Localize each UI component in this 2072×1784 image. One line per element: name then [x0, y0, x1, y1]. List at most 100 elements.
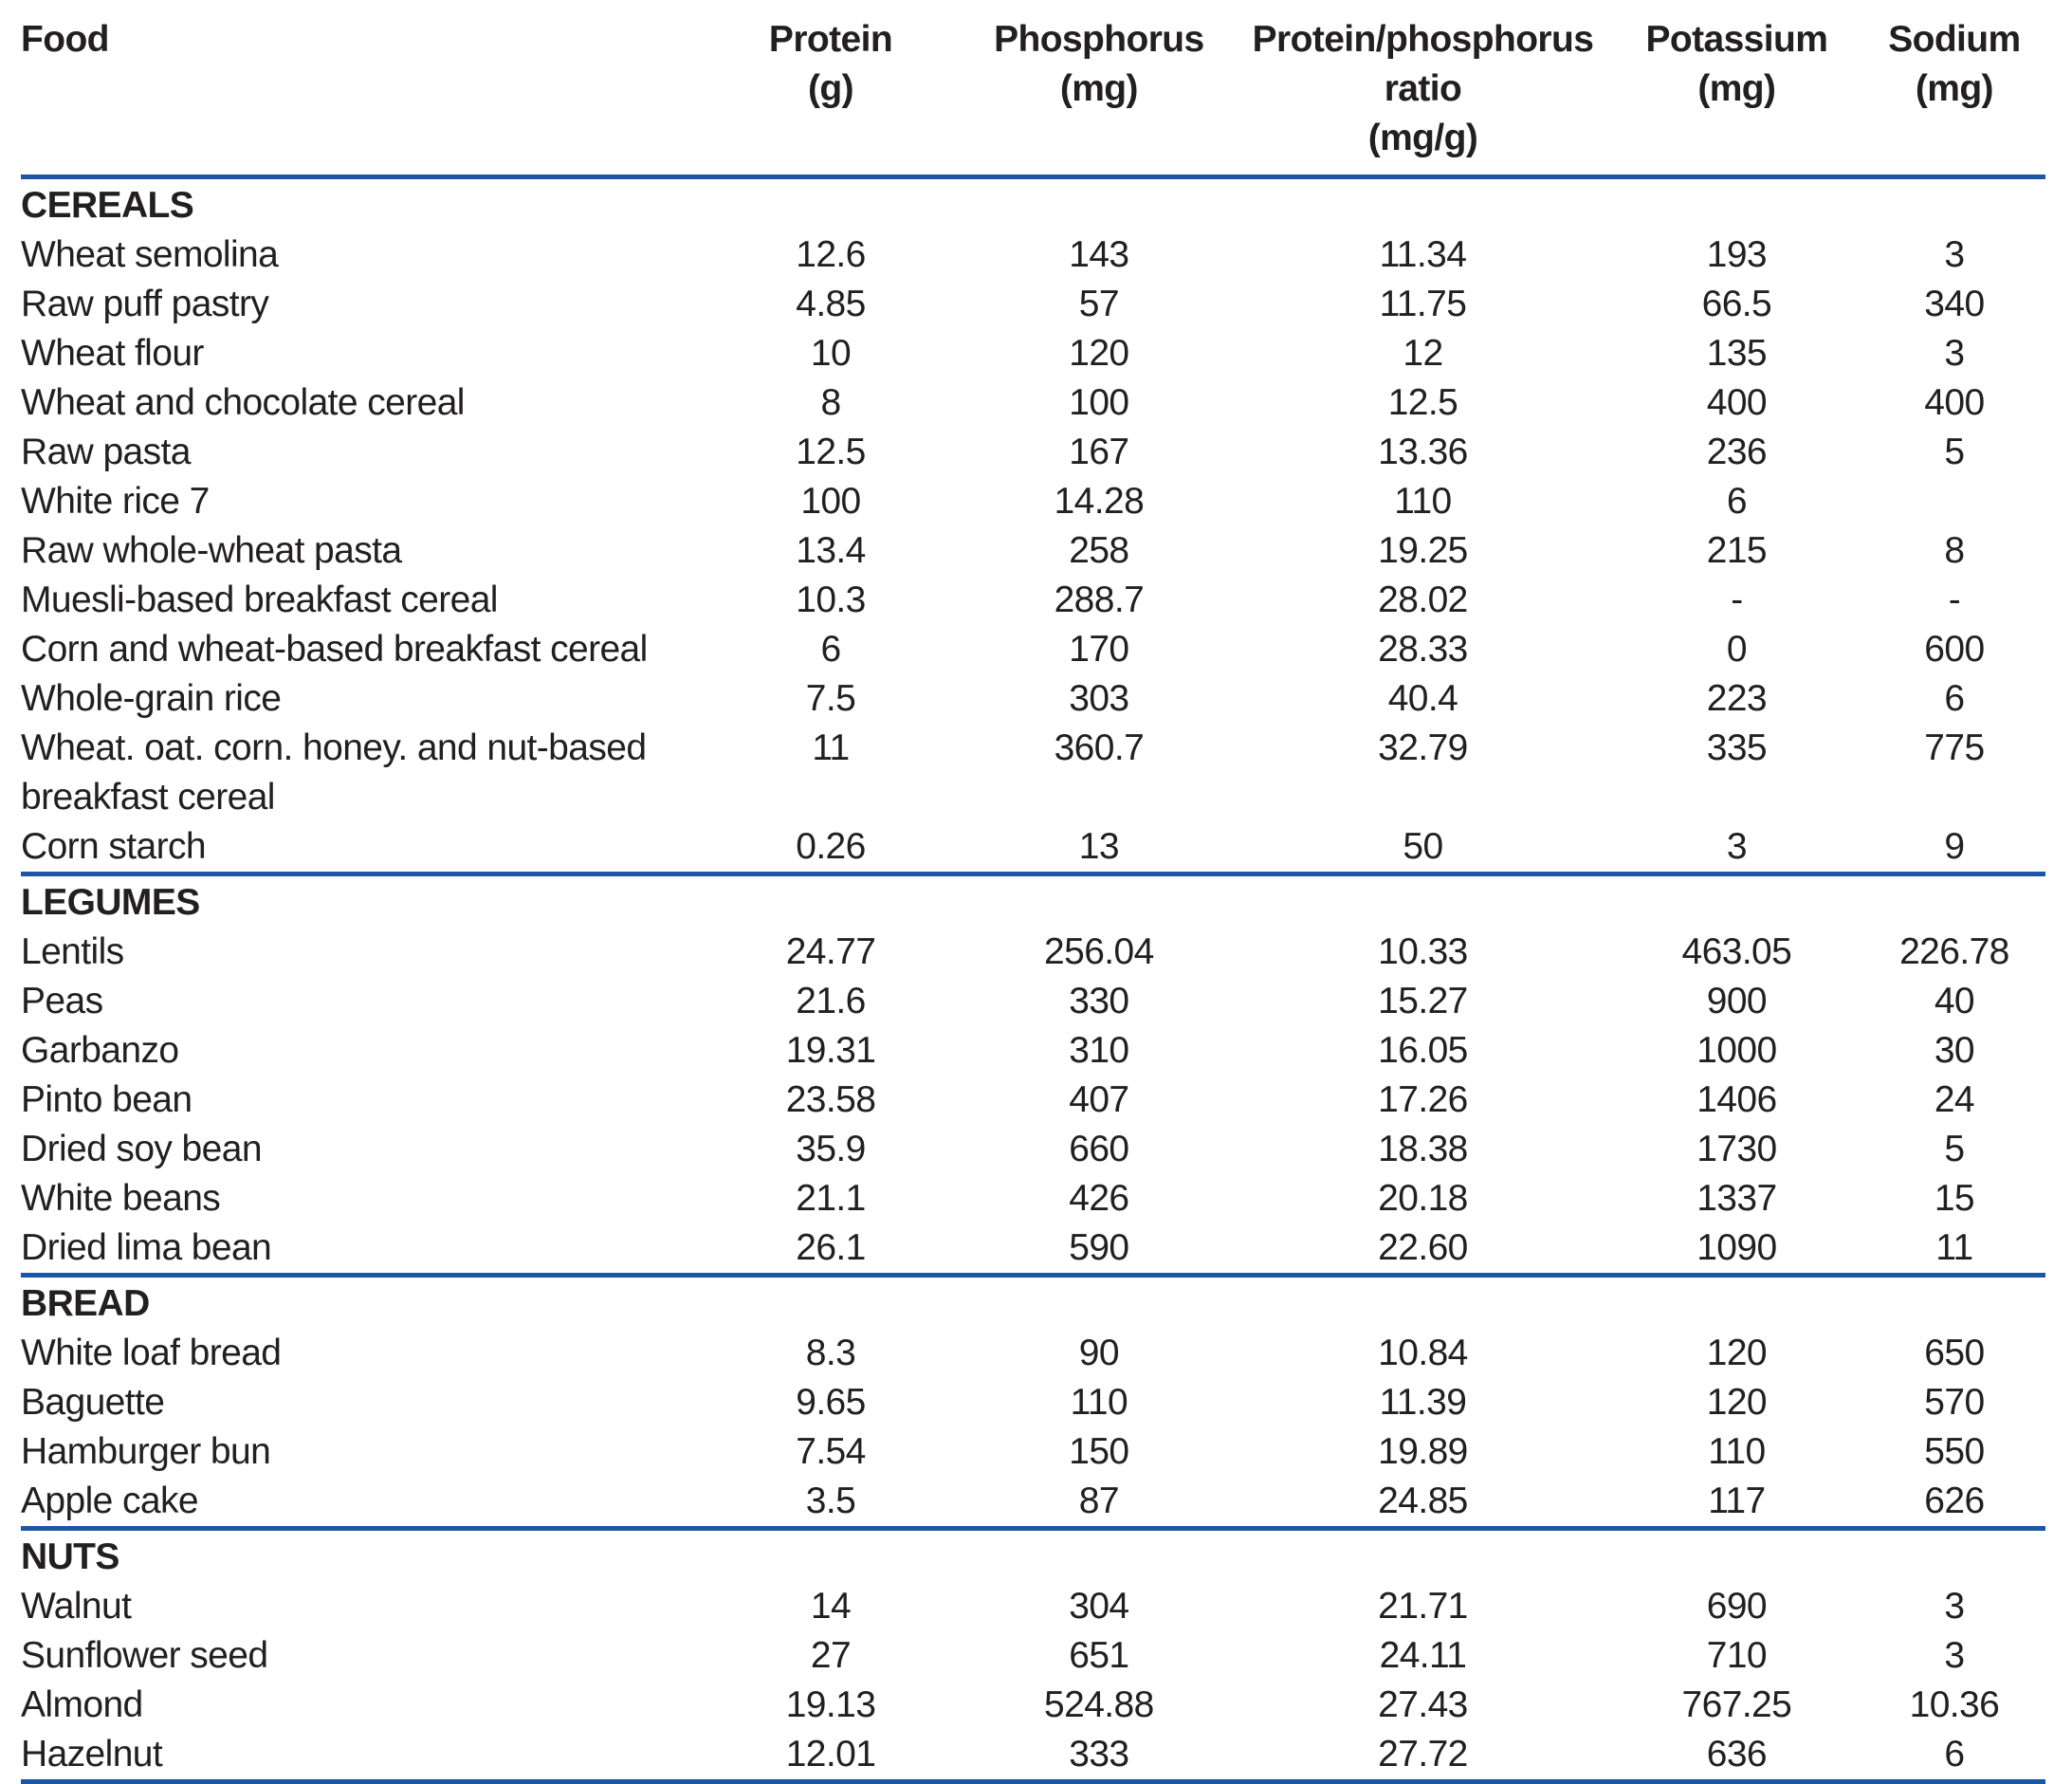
cell-protein: 12.5: [796, 432, 866, 472]
cell-sodium: 5: [1944, 1129, 1965, 1169]
cell-phosphorus: 170: [1069, 629, 1129, 670]
col-header-ratio: Protein/phosphorus ratio (mg/g): [1235, 15, 1610, 179]
table-row: Baguette 9.65 110 11.39 120 570: [21, 1378, 2045, 1427]
cell-protein: 0.26: [699, 822, 963, 876]
cell-ratio: 20.18: [1378, 1178, 1468, 1219]
cell-sodium: 3: [1944, 333, 1965, 374]
cell-phosphorus: 100: [1069, 382, 1129, 423]
cell-ratio: 18.38: [1378, 1129, 1468, 1169]
cell-protein: 9.65: [796, 1382, 866, 1423]
cell-food: Corn starch: [21, 822, 700, 876]
cell-protein: 100: [800, 481, 861, 522]
cell-potassium: 636: [1609, 1730, 1863, 1784]
table-row: Raw puff pastry 4.85 57 11.75 66.5 340: [21, 280, 2045, 329]
cell-protein: 6: [820, 629, 841, 670]
col-header-potassium-unit: (mg): [1697, 68, 1776, 109]
cell-ratio: 40.4: [1387, 678, 1458, 719]
cell-sodium: 6: [1944, 678, 1965, 719]
cell-sodium: 340: [1924, 284, 1985, 324]
cell-protein: 21.1: [796, 1178, 866, 1219]
food-name: Wheat semolina: [21, 234, 279, 275]
table-row: Wheat semolina 12.6 143 11.34 193 3: [21, 230, 2045, 280]
cell-sodium: 30: [1934, 1030, 1975, 1071]
cell-sodium: 9: [1862, 822, 2045, 876]
cell-phosphorus: 303: [1069, 678, 1129, 719]
cell-potassium: 193: [1706, 234, 1768, 275]
cell-potassium: 1000: [1696, 1030, 1777, 1071]
cell-protein: 19.31: [785, 1030, 876, 1071]
col-header-phosphorus: Phosphorus (mg): [962, 15, 1236, 179]
table-row: Wheat and chocolate cereal 8 100 12.5 40…: [21, 378, 2045, 428]
cell-ratio: 27.43: [1378, 1684, 1468, 1725]
table-row: White loaf bread 8.3 90 10.84 120 650: [21, 1329, 2045, 1378]
cell-potassium: 690: [1706, 1586, 1768, 1627]
cell-sodium: 775: [1924, 727, 1985, 768]
cell-ratio: 110: [1394, 481, 1452, 522]
cell-phosphorus: 310: [1069, 1030, 1129, 1071]
cell-phosphorus: 150: [1069, 1431, 1129, 1472]
section-title: BREAD: [21, 1283, 150, 1324]
cell-sodium: 570: [1924, 1382, 1985, 1423]
cell-potassium: 215: [1706, 530, 1768, 571]
cell-protein: 8.3: [805, 1333, 856, 1373]
col-header-food-label: Food: [21, 19, 110, 60]
cell-ratio: 27.72: [1235, 1730, 1610, 1784]
cell-potassium: 900: [1706, 981, 1768, 1021]
cell-protein: 24.77: [785, 931, 876, 972]
cell-protein: 12.6: [796, 234, 866, 275]
section-title: NUTS: [21, 1536, 119, 1577]
col-header-ratio-label2: ratio: [1384, 68, 1462, 109]
cell-food: Sunflower seed: [21, 1631, 699, 1681]
cell-phosphorus: 90: [1078, 1333, 1120, 1373]
cell-sodium: 6: [1862, 1730, 2045, 1784]
table-row: Dried lima bean 26.1 590 22.60 1090 11: [21, 1223, 2045, 1278]
section-header-row: BREAD: [21, 1276, 2045, 1330]
cell-potassium: 1337: [1696, 1178, 1777, 1219]
cell-ratio: 13.36: [1378, 432, 1468, 472]
cell-ratio: 15.27: [1378, 981, 1468, 1021]
food-name: Wheat. oat. corn. honey. and nut-based: [21, 727, 647, 768]
cell-protein: 26.1: [699, 1223, 963, 1278]
cell-protein: 23.58: [785, 1079, 876, 1120]
food-name: Dried soy bean: [21, 1129, 263, 1169]
cell-phosphorus: 167: [1069, 432, 1129, 472]
cell-sodium: 8: [1944, 530, 1965, 571]
cell-food: Raw pasta: [21, 428, 699, 477]
cell-phosphorus: 120: [1069, 333, 1129, 374]
cell-protein: 35.9: [796, 1129, 866, 1169]
cell-potassium: 66.5: [1701, 284, 1772, 324]
table-row: Walnut 14 304 21.71 690 3: [21, 1582, 2045, 1631]
cell-food: Raw puff pastry: [21, 280, 699, 329]
table-row: Corn starch 0.26 13 50 3 9: [21, 822, 2045, 876]
cell-sodium: 626: [1862, 1477, 2045, 1531]
cell-ratio: 12: [1403, 333, 1443, 374]
table-row: Apple cake 3.5 87 24.85 117 626: [21, 1477, 2045, 1531]
col-header-sodium: Sodium (mg): [1862, 15, 2045, 179]
table-row: Hazelnut 12.01 333 27.72 636 6: [21, 1730, 2045, 1784]
cell-protein: 7.5: [805, 678, 856, 719]
cell-ratio: 19.25: [1378, 530, 1468, 571]
food-name: Peas: [21, 981, 103, 1021]
cell-potassium: 463.05: [1681, 931, 1792, 972]
cell-potassium: 120: [1706, 1382, 1768, 1423]
cell-ratio: 21.71: [1378, 1586, 1468, 1627]
food-name: White loaf bread: [21, 1333, 282, 1373]
col-header-protein-label: Protein: [768, 19, 893, 60]
col-header-sodium-label: Sodium: [1888, 19, 2021, 60]
food-name: Raw pasta: [21, 432, 191, 472]
cell-food: Raw whole-wheat pasta: [21, 526, 699, 576]
section-title: CEREALS: [21, 185, 194, 226]
cell-phosphorus: 143: [1069, 234, 1129, 275]
cell-phosphorus: 407: [1069, 1079, 1129, 1120]
cell-phosphorus: 524.88: [1044, 1684, 1154, 1725]
cell-potassium: -: [1731, 579, 1743, 620]
cell-potassium: 117: [1609, 1477, 1863, 1531]
cell-food: Apple cake: [21, 1477, 700, 1531]
food-name: Lentils: [21, 931, 124, 972]
cell-ratio: 28.33: [1378, 629, 1468, 670]
section-title: LEGUMES: [21, 882, 200, 923]
food-name: Raw puff pastry: [21, 284, 269, 324]
table-row: Pinto bean 23.58 407 17.26 1406 24: [21, 1076, 2045, 1125]
cell-food: Peas: [21, 977, 699, 1026]
